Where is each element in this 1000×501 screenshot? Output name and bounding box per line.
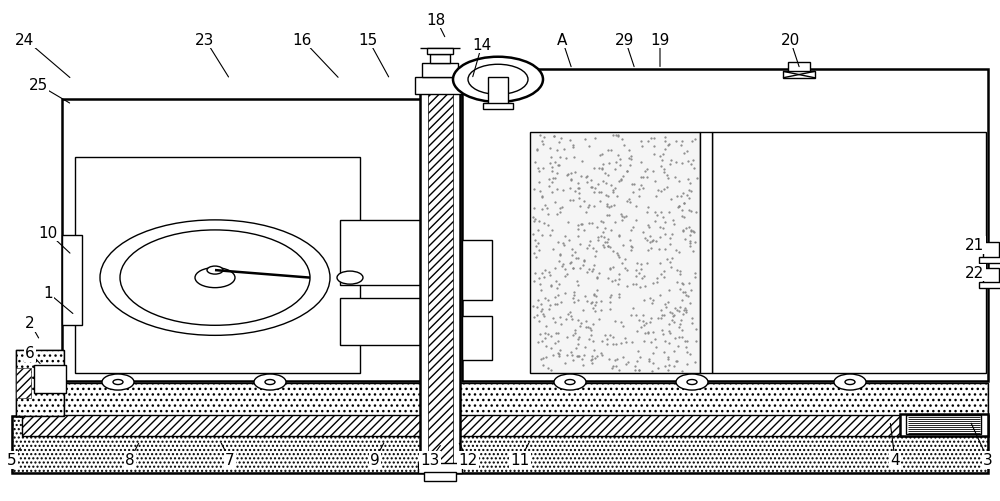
Text: 11: 11 [510, 452, 530, 467]
Text: 6: 6 [25, 346, 35, 361]
Bar [18, 383, 436, 416]
Bar [455, 415, 983, 436]
Circle shape [453, 58, 543, 103]
Text: 23: 23 [195, 33, 215, 48]
Text: 12: 12 [458, 452, 478, 467]
Circle shape [845, 380, 855, 385]
Bar [16, 368, 31, 398]
Text: 22: 22 [965, 266, 985, 281]
Circle shape [100, 220, 330, 336]
Bar [340, 220, 424, 286]
Circle shape [195, 268, 235, 288]
Text: 13: 13 [420, 452, 440, 467]
Text: 5: 5 [7, 452, 17, 467]
Bar [428, 90, 453, 463]
Bar [979, 283, 1000, 289]
Bar [483, 104, 513, 110]
Text: 9: 9 [370, 452, 380, 467]
Bar [415, 78, 465, 95]
Text: 14: 14 [472, 38, 492, 53]
Bar [62, 235, 82, 326]
Bar [22, 415, 430, 436]
Circle shape [113, 380, 123, 385]
Circle shape [834, 374, 866, 390]
Bar [12, 416, 988, 473]
Bar [783, 72, 815, 79]
Bar [462, 240, 492, 301]
Bar [455, 415, 983, 436]
Text: 10: 10 [38, 225, 58, 240]
Text: 29: 29 [615, 33, 635, 48]
Text: 18: 18 [426, 13, 446, 28]
Circle shape [120, 230, 310, 326]
Text: 16: 16 [292, 33, 312, 48]
Text: 24: 24 [15, 33, 35, 48]
Circle shape [102, 374, 134, 390]
Circle shape [254, 374, 286, 390]
Text: 19: 19 [650, 33, 670, 48]
Bar [424, 472, 456, 481]
Bar [427, 49, 453, 55]
Bar [906, 415, 981, 434]
Circle shape [207, 267, 223, 275]
Bar [34, 366, 66, 393]
Circle shape [687, 380, 697, 385]
Bar [18, 383, 436, 416]
Bar [12, 416, 988, 473]
Text: A: A [557, 33, 567, 48]
Bar [452, 383, 988, 416]
Bar [712, 133, 986, 373]
Bar [430, 55, 450, 64]
Text: 20: 20 [780, 33, 800, 48]
Bar [75, 158, 360, 373]
Circle shape [265, 380, 275, 385]
Circle shape [554, 374, 586, 390]
Bar [62, 100, 424, 381]
Circle shape [676, 374, 708, 390]
Bar [418, 463, 462, 473]
Bar [16, 351, 64, 416]
Text: 15: 15 [358, 33, 378, 48]
Circle shape [468, 65, 528, 95]
Text: 1: 1 [43, 286, 53, 301]
Bar [462, 317, 492, 361]
Bar [488, 78, 508, 108]
Circle shape [337, 272, 363, 285]
Bar [983, 268, 999, 286]
Bar [900, 414, 988, 436]
Bar [788, 63, 810, 73]
Bar [530, 133, 700, 373]
Bar [420, 90, 460, 466]
Bar [422, 64, 458, 78]
Text: 7: 7 [225, 452, 235, 467]
Bar [979, 258, 1000, 264]
Text: 2: 2 [25, 316, 35, 331]
Text: 4: 4 [890, 452, 900, 467]
Text: 21: 21 [965, 238, 985, 253]
Bar [452, 383, 988, 416]
Bar [700, 133, 712, 373]
Bar [462, 70, 988, 381]
Bar [22, 415, 430, 436]
Bar [340, 298, 424, 346]
Text: 25: 25 [28, 78, 48, 93]
Text: 8: 8 [125, 452, 135, 467]
Circle shape [565, 380, 575, 385]
Bar [16, 351, 64, 416]
Text: 3: 3 [983, 452, 993, 467]
Bar [983, 243, 999, 261]
